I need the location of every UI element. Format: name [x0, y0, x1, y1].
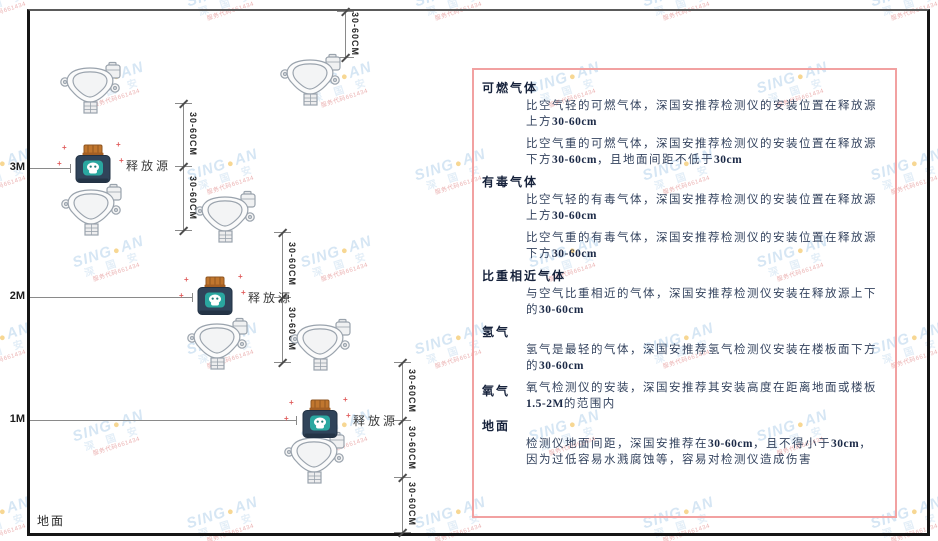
release-source-icon: + + + +: [179, 273, 246, 318]
panel-paragraph: 氧气检测仪的安装，深国安推荐其安装高度在距离地面或楼板 1.5-2M的范围内: [526, 380, 881, 412]
dimension-label: 30-60CM: [188, 112, 198, 157]
paragraph-text: 与空气比重相近的气体，深国安推荐检测仪安装在释放源上下的: [526, 288, 877, 316]
panel-paragraph: 比空气轻的可燃气体，深国安推荐检测仪的安装位置在释放源上方30-60cm: [526, 98, 881, 130]
sparkle-icon: +: [184, 275, 189, 284]
release-source-label: 释放源: [353, 414, 399, 428]
paragraph-text: ，因为过低容易水溅腐蚀等，容易对检测仪造成伤害: [526, 438, 873, 466]
dimension-label: 30-60CM: [287, 242, 297, 287]
highlighted-value: 30-60cm: [552, 116, 598, 128]
dimension-label: 30-60CM: [407, 426, 417, 471]
sparkle-icon: +: [238, 272, 243, 281]
dimension-label: 30-60CM: [407, 482, 417, 527]
dimension-line: [345, 11, 346, 57]
sparkle-icon: +: [343, 395, 348, 404]
meter-label: 1M: [9, 413, 25, 425]
gas-detector-icon: [194, 190, 260, 244]
paragraph-text: 比空气轻的有毒气体，深国安推荐检测仪的安装位置在释放源上方: [526, 194, 877, 222]
highlighted-value: 30-60cm: [552, 154, 598, 166]
gas-detector-icon: [279, 53, 345, 107]
panel-paragraph: 与空气比重相近的气体，深国安推荐检测仪安装在释放源上下的30-60cm: [526, 286, 881, 318]
sparkle-icon: +: [57, 159, 62, 168]
panel-section: 比重相近气体与空气比重相近的气体，深国安推荐检测仪安装在释放源上下的30-60c…: [482, 268, 885, 318]
paragraph-text: 氢气是最轻的气体，深国安推荐氢气检测仪安装在楼板面下方的: [526, 344, 877, 372]
highlighted-value: 30cm: [714, 154, 743, 166]
panel-paragraph: 比空气重的有毒气体，深国安推荐检测仪的安装位置在释放源下方30-60cm: [526, 230, 881, 262]
highlighted-value: 30-60cm: [552, 248, 598, 260]
highlighted-value: 1.5-2M: [526, 398, 564, 410]
room-frame: [27, 9, 930, 536]
panel-paragraph: 氢气是最轻的气体，深国安推荐氢气检测仪安装在楼板面下方的30-60cm: [526, 342, 881, 374]
panel-paragraph: 比空气轻的有毒气体，深国安推荐检测仪的安装位置在释放源上方30-60cm: [526, 192, 881, 224]
gas-detector-icon: [59, 61, 125, 115]
sparkle-icon: +: [289, 398, 294, 407]
panel-section: 氧气 氧气检测仪的安装，深国安推荐其安装高度在距离地面或楼板 1.5-2M的范围内: [482, 380, 885, 412]
panel-section-heading: 比重相近气体: [482, 269, 567, 283]
panel-paragraph: 检测仪地面间距，深国安推荐在30-60cm，且不得小于30cm，因为过低容易水溅…: [526, 436, 881, 468]
panel-section-heading: 地面: [482, 419, 511, 433]
panel-section-heading: 可燃气体: [482, 81, 539, 95]
paragraph-text: ，且地面间距不低于: [597, 154, 715, 166]
sparkle-icon: +: [179, 291, 184, 300]
paragraph-text: 比空气重的可燃气体，深国安推荐检测仪的安装位置在释放源下方: [526, 138, 877, 166]
paragraph-text: 的范围内: [563, 398, 616, 410]
release-source-label: 释放源: [248, 291, 294, 305]
panel-section-heading: 氧气: [482, 384, 511, 398]
sparkle-icon: +: [62, 143, 67, 152]
highlighted-value: 30cm: [831, 438, 860, 450]
gas-detector-icon: [60, 183, 126, 237]
panel-section: 地面检测仪地面间距，深国安推荐在30-60cm，且不得小于30cm，因为过低容易…: [482, 418, 885, 468]
sparkle-icon: +: [116, 140, 121, 149]
paragraph-text: 比空气轻的可燃气体，深国安推荐检测仪的安装位置在释放源上方: [526, 100, 877, 128]
sparkle-icon: +: [241, 288, 246, 297]
release-source-icon: + + + +: [284, 396, 351, 441]
panel-section: 有毒气体 比空气轻的有毒气体，深国安推荐检测仪的安装位置在释放源上方30-60cm…: [482, 174, 885, 262]
meter-line-end-tick: [296, 416, 297, 425]
sparkle-icon: +: [284, 414, 289, 423]
panel-paragraph: 比空气重的可燃气体，深国安推荐检测仪的安装位置在释放源下方30-60cm，且地面…: [526, 136, 881, 168]
panel-section: 可燃气体 比空气轻的可燃气体，深国安推荐检测仪的安装位置在释放源上方30-60cm…: [482, 80, 885, 168]
meter-line-end-tick: [70, 164, 71, 173]
paragraph-text: 比空气重的有毒气体，深国安推荐检测仪的安装位置在释放源下方: [526, 232, 877, 260]
highlighted-value: 30-60cm: [539, 304, 585, 316]
meter-label: 3M: [9, 161, 25, 173]
sparkle-icon: +: [346, 411, 351, 420]
meter-line: [30, 297, 192, 298]
meter-line-end-tick: [192, 293, 193, 302]
recommendations-panel: 可燃气体 比空气轻的可燃气体，深国安推荐检测仪的安装位置在释放源上方30-60cm…: [472, 68, 897, 518]
release-source-label: 释放源: [126, 159, 172, 173]
dimension-line: [402, 362, 403, 532]
meter-line: [30, 168, 70, 169]
paragraph-text: ，且不得小于: [753, 438, 832, 450]
meter-line: [30, 420, 296, 421]
highlighted-value: 30-60cm: [552, 210, 598, 222]
dimension-label: 30-60CM: [407, 368, 417, 413]
gas-detector-icon: [186, 317, 252, 371]
highlighted-value: 30-60cm: [708, 438, 754, 450]
paragraph-text: 检测仪地面间距，深国安推荐在: [526, 438, 708, 450]
dimension-label: 30-60CM: [287, 307, 297, 352]
ground-label: 地面: [37, 514, 66, 528]
release-source-icon: + + + +: [57, 141, 124, 186]
panel-section: 氢气氢气是最轻的气体，深国安推荐氢气检测仪安装在楼板面下方的30-60cm: [482, 324, 885, 374]
panel-section-heading: 有毒气体: [482, 175, 539, 189]
sparkle-icon: +: [119, 156, 124, 165]
dimension-label: 30-60CM: [350, 11, 360, 56]
meter-label: 2M: [9, 290, 25, 302]
paragraph-text: 氧气检测仪的安装，深国安推荐其安装高度在距离地面或楼板: [526, 382, 877, 394]
dimension-label: 30-60CM: [188, 175, 198, 220]
panel-section-heading: 氢气: [482, 325, 511, 339]
highlighted-value: 30-60cm: [539, 360, 585, 372]
gas-detector-icon: [289, 318, 355, 372]
